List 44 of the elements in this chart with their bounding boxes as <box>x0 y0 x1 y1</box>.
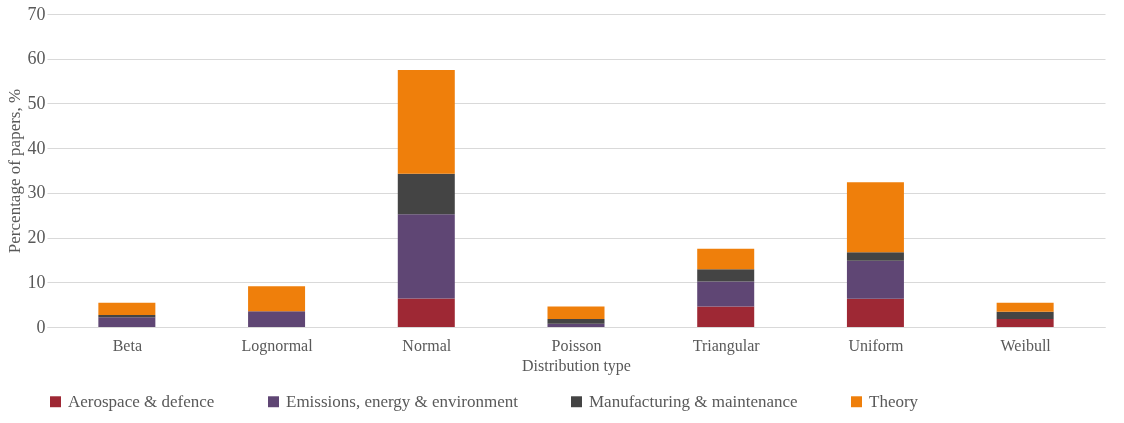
legend-label: Theory <box>869 391 919 411</box>
bar <box>397 69 455 174</box>
bar <box>697 248 755 270</box>
x-tick-label: Weibull <box>1000 336 1052 354</box>
bar <box>697 269 755 282</box>
bar <box>397 214 455 299</box>
y-tick-label: 60 <box>27 48 46 69</box>
x-tick-label: Triangular <box>692 336 761 355</box>
bar <box>397 298 455 327</box>
bar <box>547 318 605 324</box>
bar <box>996 302 1054 312</box>
y-tick-label: 10 <box>27 271 46 292</box>
x-axis-title: Distribution type <box>522 356 631 375</box>
bar <box>846 260 904 299</box>
legend-label: Aerospace & defence <box>68 391 215 411</box>
y-tick-label: 40 <box>27 137 46 158</box>
bar <box>996 318 1054 327</box>
bar <box>98 317 156 327</box>
y-tick-label: 20 <box>27 227 46 248</box>
bar <box>846 252 904 261</box>
bar <box>846 298 904 327</box>
x-tick-label: Lognormal <box>241 336 314 355</box>
legend-label: Emissions, energy & environment <box>286 391 519 411</box>
x-tick-label: Uniform <box>848 336 905 354</box>
x-tick-label: Normal <box>402 336 452 354</box>
y-tick-label: 50 <box>27 92 46 113</box>
legend-label: Manufacturing & maintenance <box>589 391 798 411</box>
x-tick-label: Poisson <box>551 336 602 354</box>
y-tick-label: 0 <box>36 316 46 337</box>
bar <box>397 173 455 215</box>
x-tick-label: Beta <box>112 336 143 354</box>
bar <box>547 323 605 327</box>
bar <box>697 281 755 307</box>
bar <box>98 302 156 315</box>
y-tick-label: 70 <box>27 3 46 24</box>
bar <box>697 306 755 327</box>
bar <box>98 314 156 318</box>
bar <box>846 182 904 253</box>
bar <box>996 311 1054 319</box>
bar <box>248 286 306 312</box>
y-tick-label: 30 <box>27 182 46 203</box>
bar <box>248 311 306 327</box>
y-axis-title: Percentage of papers, % <box>4 88 24 254</box>
bar <box>547 306 605 319</box>
